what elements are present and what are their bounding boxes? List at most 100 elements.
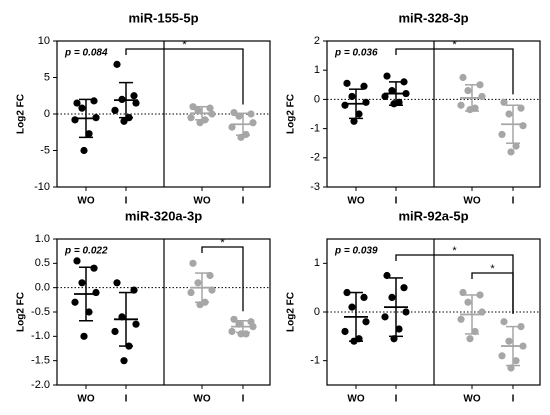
data-point xyxy=(498,352,506,360)
data-point xyxy=(360,82,368,90)
data-point xyxy=(228,123,236,131)
data-point xyxy=(249,119,257,127)
data-point xyxy=(189,103,197,111)
data-point xyxy=(459,73,467,82)
data-point xyxy=(71,116,79,124)
data-point xyxy=(71,298,79,306)
data-point xyxy=(85,130,93,138)
p-value: p = 0.039 xyxy=(334,246,378,257)
data-point xyxy=(464,298,472,306)
panel-title: miR-328-3p xyxy=(398,10,468,25)
significance-bracket xyxy=(395,254,514,314)
data-point xyxy=(196,119,204,127)
data-point xyxy=(476,81,484,89)
data-point xyxy=(512,142,520,150)
y-tick-label: 0.0 xyxy=(35,282,50,294)
data-point xyxy=(459,288,467,297)
data-point xyxy=(90,97,98,105)
data-point xyxy=(235,112,243,120)
data-point xyxy=(341,327,349,336)
significance-bracket xyxy=(471,272,514,314)
y-tick-label: -10 xyxy=(34,181,50,193)
y-tick-label: -5 xyxy=(40,144,50,156)
significance-label: * xyxy=(490,263,495,275)
data-point xyxy=(464,87,472,95)
y-tick-label: 0 xyxy=(314,306,320,318)
data-point xyxy=(132,99,140,107)
data-point xyxy=(90,264,98,272)
panel-title: miR-320a-3p xyxy=(125,208,202,223)
significance-bracket xyxy=(395,48,514,95)
data-point xyxy=(402,308,410,316)
data-point xyxy=(78,104,86,112)
data-point xyxy=(519,122,527,130)
x-tick-label: WO xyxy=(77,196,94,207)
y-tick-label: 1.0 xyxy=(35,233,50,245)
data-point xyxy=(343,288,351,297)
data-point xyxy=(362,98,370,106)
y-tick-label: 1 xyxy=(314,64,320,76)
y-axis-label: Log2 FC xyxy=(286,94,297,134)
y-tick-label: -1 xyxy=(310,355,320,367)
y-tick-label: 1 xyxy=(314,257,320,269)
data-point xyxy=(348,303,356,311)
y-tick-label: -2.0 xyxy=(31,379,50,391)
data-point xyxy=(512,357,520,365)
data-point xyxy=(343,79,351,87)
data-point xyxy=(400,284,408,292)
data-point xyxy=(381,313,389,321)
x-tick-label: I xyxy=(125,394,128,405)
data-point xyxy=(120,357,128,365)
data-point xyxy=(230,108,238,117)
data-point xyxy=(395,325,403,333)
x-tick-label: I xyxy=(512,196,515,207)
data-point xyxy=(230,315,238,323)
data-point xyxy=(132,320,140,328)
data-point xyxy=(80,146,88,155)
significance-label: * xyxy=(452,39,457,51)
data-point xyxy=(388,293,396,301)
panel-title: miR-155-5p xyxy=(128,10,198,25)
y-axis-label: Log2 FC xyxy=(16,94,27,134)
significance-label: * xyxy=(220,237,225,249)
y-tick-label: -1.0 xyxy=(31,330,50,342)
data-point xyxy=(130,92,138,100)
data-point xyxy=(505,337,513,345)
x-tick-label: WO xyxy=(463,394,480,405)
x-tick-label: WO xyxy=(193,394,210,405)
y-tick-label: -0.5 xyxy=(31,306,50,318)
data-point xyxy=(505,110,513,118)
data-point xyxy=(362,318,370,326)
data-point xyxy=(247,110,255,118)
data-point xyxy=(113,60,121,68)
y-tick-label: 5 xyxy=(44,71,50,83)
data-point xyxy=(111,106,119,114)
x-tick-label: WO xyxy=(347,196,364,207)
p-value: p = 0.084 xyxy=(64,48,108,59)
x-tick-label: WO xyxy=(77,394,94,405)
data-point xyxy=(120,117,128,125)
p-value: p = 0.036 xyxy=(334,48,378,59)
significance-label: * xyxy=(182,39,187,51)
x-tick-label: I xyxy=(512,394,515,405)
data-point xyxy=(80,332,88,340)
data-point xyxy=(500,98,508,106)
data-point xyxy=(500,318,508,326)
data-point xyxy=(73,99,81,107)
x-tick-label: WO xyxy=(193,196,210,207)
data-point xyxy=(498,130,506,139)
x-tick-label: I xyxy=(125,196,128,207)
significance-bracket xyxy=(125,48,244,105)
x-tick-label: I xyxy=(242,394,245,405)
data-point xyxy=(383,72,391,80)
x-tick-label: I xyxy=(395,394,398,405)
data-point xyxy=(187,114,195,122)
significance-bracket xyxy=(201,246,244,312)
data-point xyxy=(381,92,389,101)
data-point xyxy=(457,315,465,323)
x-tick-label: WO xyxy=(463,196,480,207)
data-point xyxy=(194,279,202,287)
data-point xyxy=(348,92,356,101)
y-tick-label: 0 xyxy=(314,93,320,105)
